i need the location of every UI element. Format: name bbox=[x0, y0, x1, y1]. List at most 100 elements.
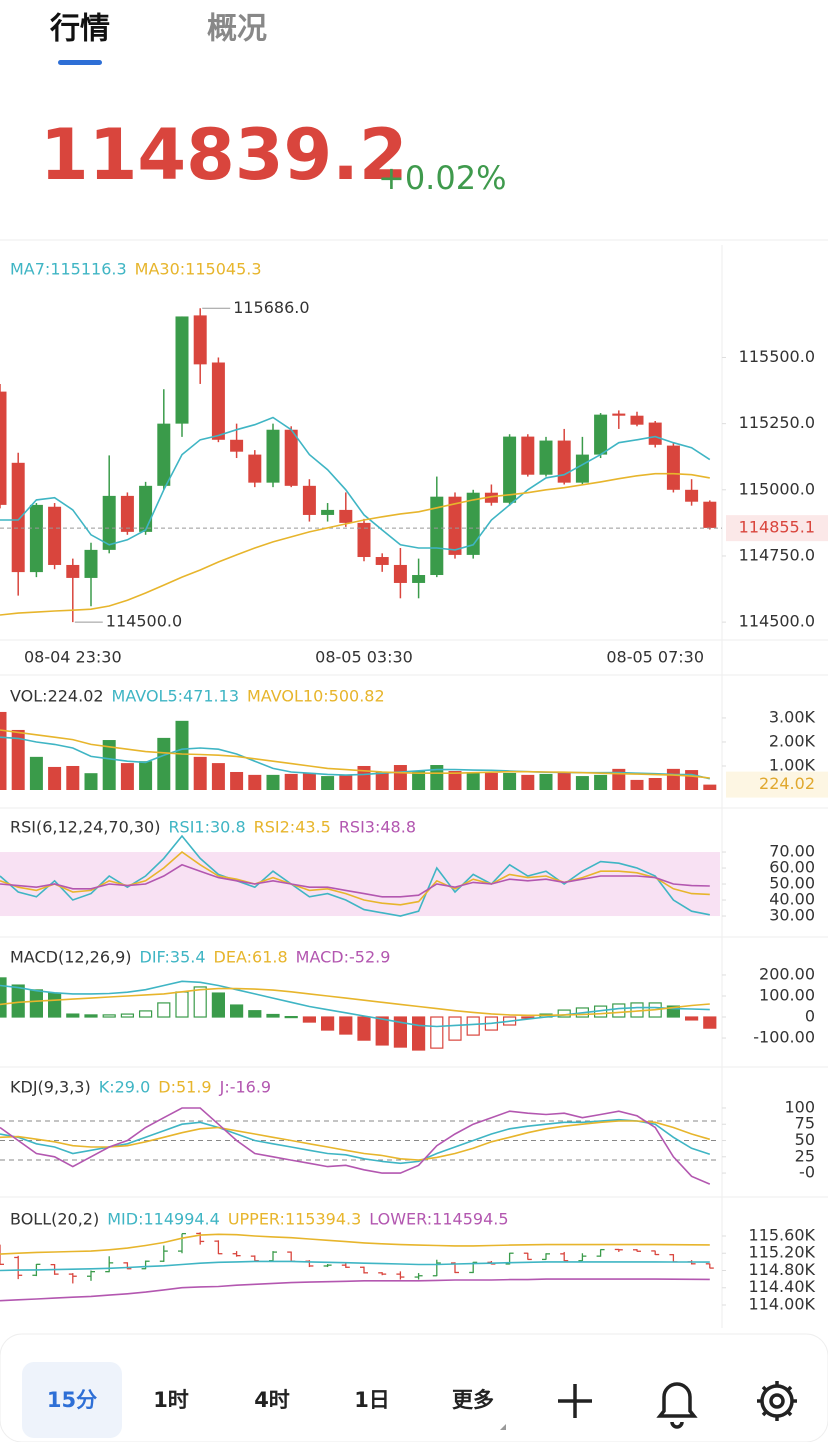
interval-button[interactable]: 15分 bbox=[47, 1388, 97, 1412]
y-tick-label: 100.00 bbox=[759, 985, 815, 1004]
candle-body bbox=[339, 509, 353, 523]
price: 114839.2 bbox=[40, 114, 408, 196]
volume-bar bbox=[648, 777, 662, 790]
candle-body bbox=[521, 436, 535, 475]
legend-entry: MAVOL5:471.13 bbox=[112, 687, 239, 706]
icons bbox=[558, 1381, 797, 1429]
y-tick-label: 3.00K bbox=[769, 707, 816, 726]
macd-bar bbox=[684, 1016, 699, 1021]
macd-bar bbox=[47, 992, 62, 1018]
legend-entry: MA30:115045.3 bbox=[135, 260, 262, 279]
volume-bar bbox=[302, 772, 316, 790]
indicator-line bbox=[0, 850, 710, 906]
macd-bar bbox=[139, 1010, 153, 1018]
y-tick-label: 50 bbox=[795, 1130, 815, 1149]
candle-body bbox=[29, 504, 43, 573]
candle-body bbox=[685, 489, 699, 502]
legend-entry: DEA:61.8 bbox=[214, 948, 288, 967]
y-tick-label: 200.00 bbox=[759, 964, 815, 983]
volume-bar bbox=[284, 773, 298, 790]
candle-body bbox=[539, 440, 553, 475]
candle-body bbox=[66, 564, 80, 578]
candle-body bbox=[448, 496, 462, 555]
candle-body bbox=[321, 509, 335, 515]
candle-body bbox=[11, 462, 25, 573]
candle-body bbox=[84, 549, 98, 578]
legend-entry: UPPER:115394.3 bbox=[228, 1210, 361, 1229]
volume-bar bbox=[157, 737, 171, 790]
alert-icon[interactable] bbox=[656, 1382, 698, 1429]
y-tick-label: 114750.0 bbox=[739, 545, 815, 564]
macd-bar bbox=[448, 1016, 462, 1041]
macd-bar bbox=[0, 977, 7, 1018]
macd-bar bbox=[521, 1016, 535, 1019]
legend-entry: J:-16.9 bbox=[219, 1078, 272, 1097]
y-tick-label: 25 bbox=[795, 1146, 815, 1165]
macd-bar bbox=[375, 1016, 389, 1046]
macd-bar bbox=[11, 984, 25, 1018]
volume-bar bbox=[503, 772, 517, 790]
toolbar-selected bbox=[22, 1362, 122, 1438]
candle-body bbox=[703, 501, 717, 528]
legend-entry: KDJ(9,3,3) bbox=[10, 1078, 91, 1097]
y-tick-label: 114.80K bbox=[749, 1260, 816, 1279]
macd-bar bbox=[666, 1005, 681, 1018]
volume-bar bbox=[357, 765, 371, 790]
indicator-line bbox=[0, 1260, 710, 1272]
indicator-line bbox=[0, 416, 711, 551]
candle-body bbox=[266, 429, 280, 483]
tab[interactable]: 行情 bbox=[49, 12, 110, 47]
y-tick-label: -0 bbox=[799, 1163, 815, 1182]
interval-button[interactable]: 更多 bbox=[452, 1388, 494, 1412]
legend-entry: K:29.0 bbox=[99, 1078, 151, 1097]
indicator-line bbox=[0, 987, 710, 1017]
macd-bar bbox=[230, 1004, 244, 1018]
candle-body bbox=[412, 575, 426, 583]
settings-icon[interactable] bbox=[757, 1381, 797, 1421]
indicator-line bbox=[0, 1107, 711, 1185]
macd-bar bbox=[357, 1016, 371, 1041]
macd-bar bbox=[430, 1016, 444, 1049]
interval-button[interactable]: 1时 bbox=[153, 1388, 189, 1412]
y-tick-label: 60.00 bbox=[769, 858, 815, 877]
macd-bar bbox=[266, 1013, 280, 1018]
volume-bar bbox=[29, 756, 43, 790]
volume-bar bbox=[193, 756, 207, 790]
volume-bar bbox=[375, 771, 389, 790]
candle-body bbox=[430, 496, 444, 576]
y-tick-label: 100 bbox=[784, 1097, 815, 1116]
y-tick-label: 1.00K bbox=[769, 755, 816, 774]
macd-bar bbox=[175, 991, 189, 1018]
macd-bar bbox=[302, 1016, 316, 1023]
change: +0.02% bbox=[378, 159, 506, 197]
y-tick-label: 114500.0 bbox=[739, 612, 815, 631]
legend-entry: MID:114994.4 bbox=[107, 1210, 220, 1229]
candle-body bbox=[175, 316, 189, 424]
y-tick-label: 115000.0 bbox=[739, 479, 815, 498]
candle-body bbox=[248, 454, 262, 483]
candle-body bbox=[557, 440, 571, 483]
tab[interactable]: 概况 bbox=[207, 12, 267, 47]
volume-bar bbox=[248, 774, 262, 790]
legend-entry: MACD:-52.9 bbox=[296, 948, 391, 967]
volume-bar bbox=[339, 774, 353, 790]
macd-bar bbox=[157, 1002, 171, 1018]
macd-bar bbox=[393, 1016, 407, 1048]
interval-button[interactable]: 4时 bbox=[254, 1388, 290, 1412]
volume-bar bbox=[230, 771, 244, 790]
macd-bar bbox=[211, 992, 225, 1018]
legend-entry: LOWER:114594.5 bbox=[369, 1210, 508, 1229]
extreme-label: 114500.0 bbox=[106, 612, 182, 631]
interval-button[interactable]: 1日 bbox=[354, 1388, 390, 1412]
volume-bar bbox=[703, 784, 717, 790]
volume-bar bbox=[666, 768, 680, 790]
toolbar bbox=[0, 1333, 828, 1442]
extreme-label: 115686.0 bbox=[233, 298, 309, 317]
volume-bar bbox=[448, 771, 462, 790]
y-tick-label: 40.00 bbox=[769, 890, 815, 909]
add-icon[interactable] bbox=[558, 1384, 592, 1418]
volume-bar bbox=[66, 765, 80, 790]
macd-bar bbox=[612, 1003, 626, 1018]
